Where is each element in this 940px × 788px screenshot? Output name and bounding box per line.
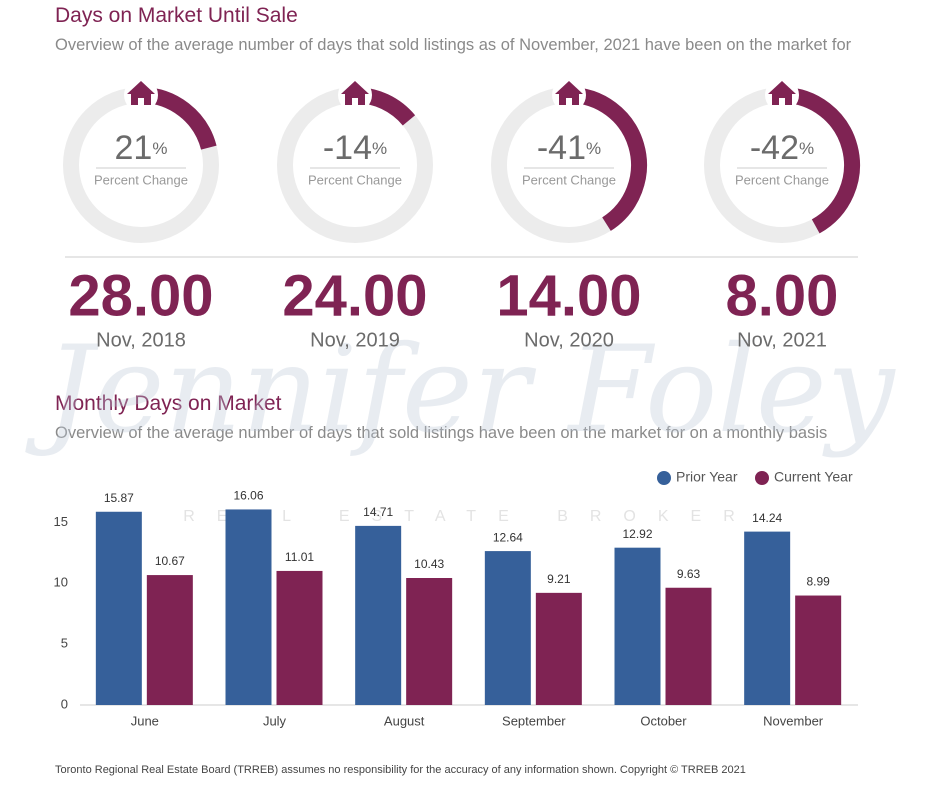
y-tick-label: 0 bbox=[61, 696, 68, 711]
percent-unit: % bbox=[152, 139, 167, 158]
value-label: 9.21 bbox=[547, 572, 571, 586]
bar bbox=[146, 575, 193, 705]
chart-subtitle: Overview of the average number of days t… bbox=[55, 424, 828, 442]
percent-unit: % bbox=[586, 139, 601, 158]
watermark-tagline: REAL ESTATE BROKER bbox=[183, 508, 757, 525]
bar bbox=[95, 511, 142, 705]
x-tick-label: August bbox=[384, 713, 425, 728]
value-label: 16.06 bbox=[233, 489, 263, 503]
percent-number: 21 bbox=[115, 129, 153, 167]
percent-value: -42% bbox=[750, 129, 814, 167]
value-label: 11.01 bbox=[285, 550, 314, 564]
percent-label: Percent Change bbox=[94, 172, 188, 187]
value-label: 10.43 bbox=[414, 557, 444, 571]
bar bbox=[744, 531, 791, 705]
percent-value: -14% bbox=[323, 129, 387, 167]
bar bbox=[406, 577, 453, 705]
bar bbox=[665, 587, 712, 705]
percent-unit: % bbox=[372, 139, 387, 158]
house-icon bbox=[127, 81, 155, 105]
percent-number: -41 bbox=[537, 129, 586, 167]
percent-number: -14 bbox=[323, 129, 372, 167]
value-label: 14.24 bbox=[752, 511, 782, 525]
percent-label: Percent Change bbox=[308, 172, 402, 187]
legend-label: Prior Year bbox=[676, 469, 738, 485]
x-tick-label: July bbox=[263, 713, 287, 728]
value-label: 15.87 bbox=[104, 491, 134, 505]
days-value: 8.00 bbox=[726, 263, 839, 328]
percent-label: Percent Change bbox=[522, 172, 616, 187]
x-tick-label: September bbox=[502, 713, 566, 728]
chart-title: Monthly Days on Market bbox=[55, 392, 282, 415]
x-tick-label: June bbox=[131, 713, 159, 728]
percent-value: 21% bbox=[115, 129, 168, 167]
value-label: 14.71 bbox=[363, 505, 393, 519]
period: Nov, 2019 bbox=[310, 329, 400, 351]
legend-swatch bbox=[755, 471, 769, 485]
value-label: 9.63 bbox=[677, 567, 701, 581]
days-value: 24.00 bbox=[282, 263, 427, 328]
period: Nov, 2021 bbox=[737, 329, 827, 351]
section-title: Days on Market Until Sale bbox=[55, 4, 298, 27]
period: Nov, 2018 bbox=[96, 329, 186, 351]
percent-value: -41% bbox=[537, 129, 601, 167]
bar bbox=[355, 525, 402, 705]
footer: Toronto Regional Real Estate Board (TRRE… bbox=[55, 764, 746, 776]
y-tick-label: 5 bbox=[61, 636, 68, 651]
percent-label: Percent Change bbox=[735, 172, 829, 187]
house-icon bbox=[768, 81, 796, 105]
percent-unit: % bbox=[799, 139, 814, 158]
x-tick-label: November bbox=[763, 713, 824, 728]
legend-swatch bbox=[657, 471, 671, 485]
value-label: 10.67 bbox=[155, 554, 185, 568]
bar bbox=[484, 551, 531, 705]
bar bbox=[276, 570, 323, 705]
value-label: 12.92 bbox=[622, 527, 652, 541]
house-icon bbox=[555, 81, 583, 105]
legend-label: Current Year bbox=[774, 469, 853, 485]
value-label: 8.99 bbox=[806, 575, 830, 589]
bar bbox=[614, 547, 661, 705]
percent-number: -42 bbox=[750, 129, 799, 167]
y-tick-label: 15 bbox=[54, 514, 68, 529]
bar bbox=[535, 592, 582, 705]
bar bbox=[225, 509, 272, 705]
days-value: 28.00 bbox=[68, 263, 213, 328]
donut-arc bbox=[568, 87, 647, 231]
y-tick-label: 10 bbox=[54, 575, 68, 590]
house-icon bbox=[341, 81, 369, 105]
period: Nov, 2020 bbox=[524, 329, 614, 351]
days-value: 14.00 bbox=[496, 263, 641, 328]
value-label: 12.64 bbox=[493, 530, 523, 544]
watermark-name: Jennifer Foley bbox=[24, 321, 896, 460]
section-subtitle: Overview of the average number of days t… bbox=[55, 36, 852, 54]
x-tick-label: October bbox=[640, 713, 687, 728]
donut-arc bbox=[781, 87, 860, 234]
bar bbox=[795, 595, 842, 705]
